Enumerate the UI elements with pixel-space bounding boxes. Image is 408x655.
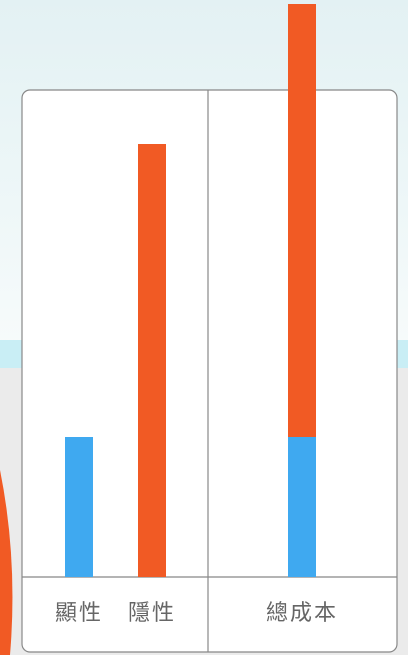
bar [65,437,93,577]
bar [138,144,166,577]
bar [288,437,316,577]
decoration [0,470,13,655]
x-tick-label: 隱性 [128,601,176,626]
bar [288,4,316,437]
x-tick-label: 顯性 [55,601,103,626]
x-tick-label: 總成本 [266,601,338,626]
